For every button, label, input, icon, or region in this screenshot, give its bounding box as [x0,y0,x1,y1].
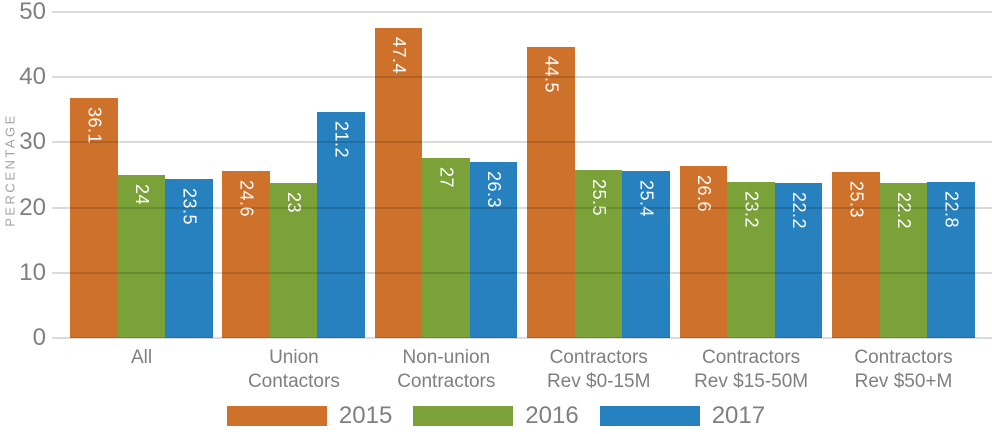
y-tick-30: 30 [19,128,46,156]
bar-value-label: 27 [436,167,457,189]
bar-2015-group3: 47.4 [374,28,423,338]
legend: 2015 2016 2017 [0,402,992,430]
bar-2016-group5: 23.2 [727,181,775,338]
bar-value-label: 22.2 [788,192,809,230]
bar-value-label: 26.3 [484,170,505,209]
gridline-y0 [52,337,992,339]
gridline-y30 [52,141,992,144]
bar-2017-group2: 21.2 [317,111,365,338]
y-tick-50: 50 [19,0,46,25]
bar-2017-group3: 26.3 [469,161,518,338]
bar-value-label: 23 [284,192,305,214]
bar-2015-group6: 25.3 [832,171,880,338]
bar-2016-group6: 22.2 [879,182,927,338]
x-category-label-1: All [130,347,153,368]
x-axis-labels: All Union Contactors Non-union Contractors… [0,346,992,394]
bar-2017-group5: 22.2 [774,183,823,338]
bar-2017-group1: 23.5 [165,178,213,338]
y-tick-40: 40 [19,63,46,91]
legend-label-2017: 2017 [711,402,766,429]
gridline-y10 [52,271,992,274]
bar-2016-group3: 27 [422,158,470,338]
bar-2015-group1: 36.1 [70,98,118,338]
legend-swatch-2016 [413,406,514,426]
bar-value-label: 22.8 [941,190,962,228]
bar-value-label: 23.2 [741,190,762,228]
bar-2015-group4: 44.5 [527,47,575,338]
legend-label-2015: 2015 [338,402,393,429]
legend-label-2016: 2016 [525,402,579,429]
gridline-y40 [52,76,992,79]
gridline-y20 [52,206,992,209]
bar-value-label: 36.1 [84,107,105,145]
bar-value-label: 44.5 [541,56,562,94]
bar-2017-group4: 25.4 [622,171,670,338]
x-category-label-5: Contractors Rev $15-50M [694,347,809,392]
bar-value-label: 21.2 [331,120,352,158]
legend-item-2016: 2016 [413,402,579,430]
bar-value-label: 24 [131,184,152,206]
bar-2016-group4: 25.5 [574,170,623,338]
plot-area: 36.1 24.6 47.4 44.5 26.6 25.3 24 23 27 25.5 23.2 22… [0,0,992,351]
bar-2015-group5: 26.6 [679,165,728,338]
bar-value-label: 23.5 [179,187,200,225]
bar-value-label: 22.2 [893,191,914,229]
bar-2015-group2: 24.6 [222,171,270,338]
x-category-label-4: Contractors Rev $0-15M [546,347,651,392]
legend-swatch-2015 [226,406,327,426]
gridline-y50 [52,11,992,13]
bar-2016-group1: 24 [117,175,165,338]
bar-2017-group6: 22.8 [927,181,975,338]
bar-2016-group2: 23 [269,183,318,338]
bar-value-label: 24.6 [236,180,257,218]
x-category-label-6: Contractors Rev $50+M [854,347,953,392]
bar-value-label: 26.6 [693,174,714,212]
legend-item-2017: 2017 [599,402,766,430]
legend-item-2015: 2015 [226,402,393,430]
x-category-label-3: Non-union Contractors [397,347,496,392]
bar-value-label: 25.3 [846,180,867,218]
bar-value-label: 25.5 [588,179,609,217]
legend-swatch-2017 [599,406,700,426]
bar-value-label: 47.4 [389,37,410,75]
y-tick-20: 20 [19,193,46,221]
y-tick-0: 0 [32,324,46,351]
bar-value-label: 25.4 [636,180,657,218]
y-tick-10: 10 [19,258,46,286]
x-category-label-2: Union Contactors [247,347,340,392]
